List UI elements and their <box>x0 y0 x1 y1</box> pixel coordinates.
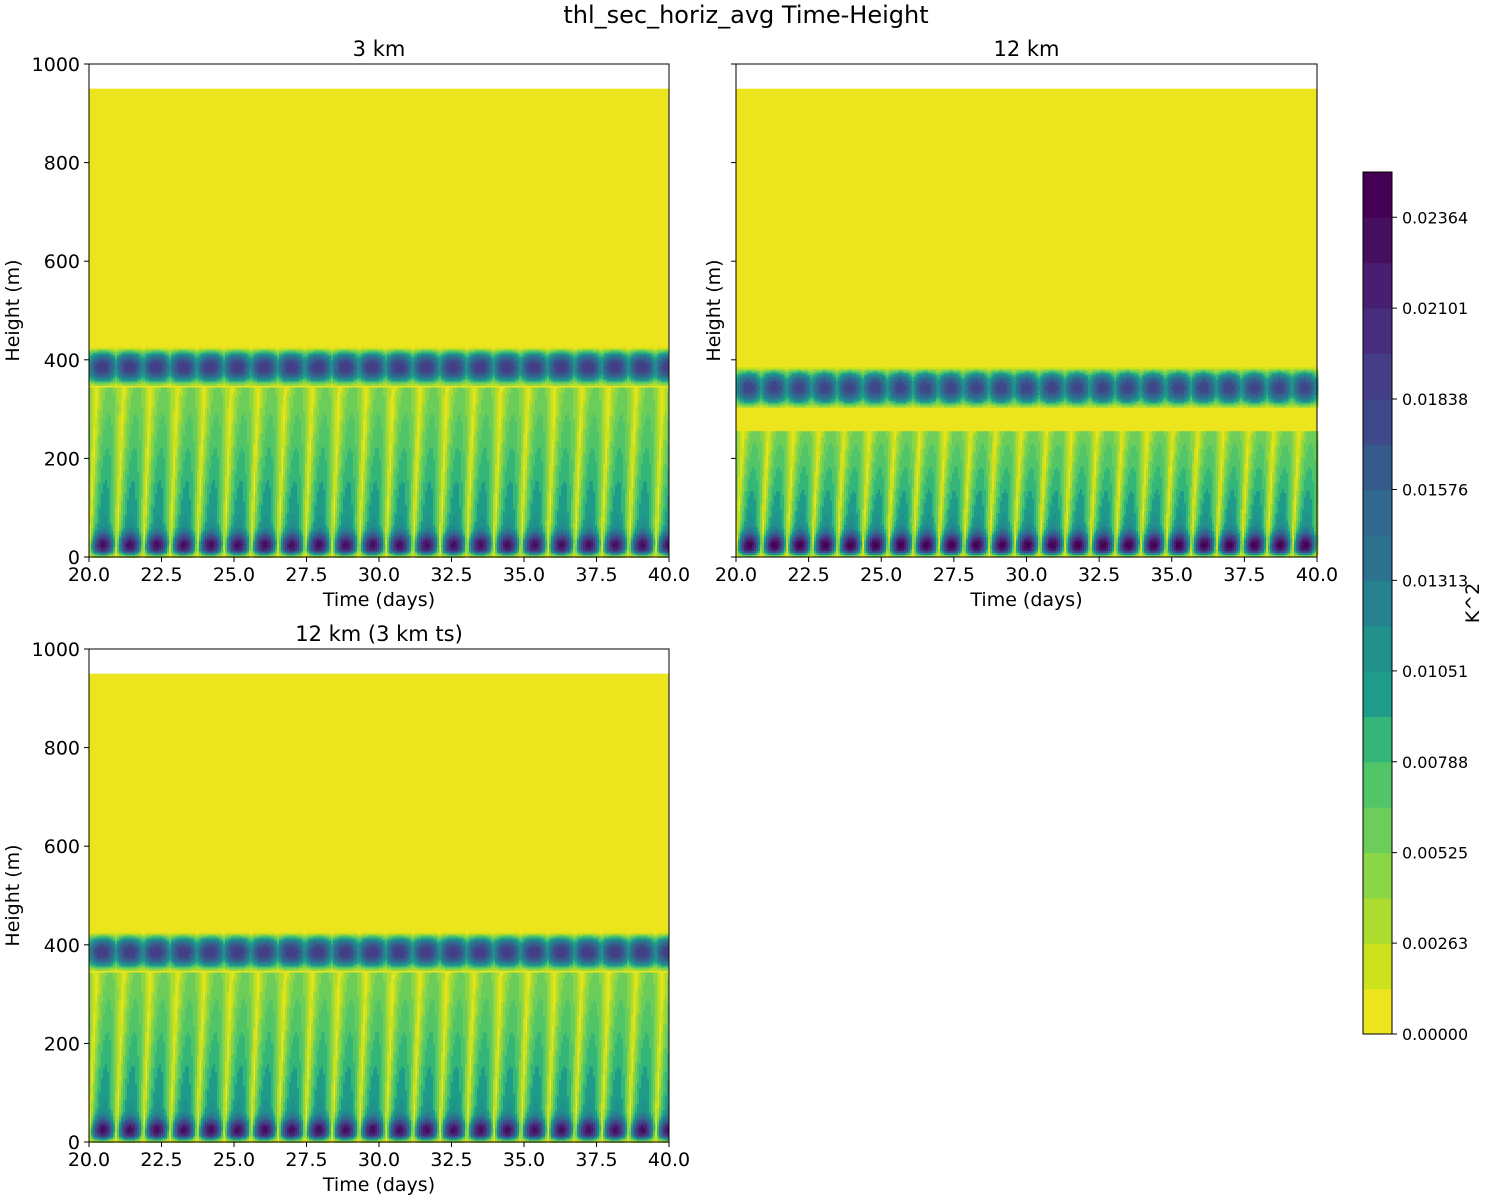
panels: 20.0 22.5 25.0 27.5 30.0 32.5 35.0 37.5 40.00200… <box>2 37 1338 1196</box>
figure: thl_sec_horiz_avg Time-Height 20.0 22.5 25… <box>0 0 1500 1200</box>
heatmap-field <box>89 89 669 558</box>
figure-title: thl_sec_horiz_avg Time-Height <box>563 1 928 29</box>
panel-1: 20.0 22.5 25.0 27.5 30.0 32.5 35.0 37.5 40.00200… <box>2 37 690 611</box>
